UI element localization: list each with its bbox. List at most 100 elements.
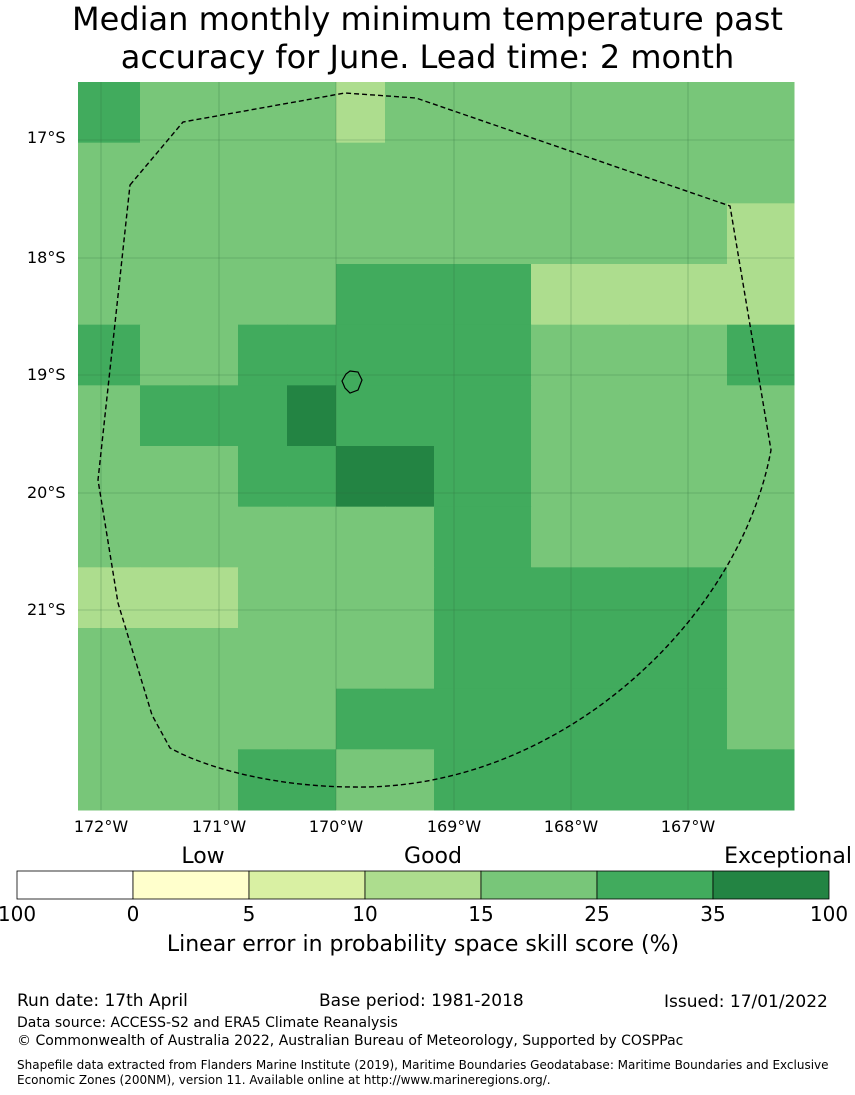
skill-cell (336, 203, 386, 265)
colorbar-title: Linear error in probability space skill … (166, 932, 680, 957)
skill-cell (336, 82, 386, 144)
skill-cell (140, 142, 190, 204)
skill-cell (287, 264, 337, 326)
lon-label-171w: 171°W (191, 817, 247, 836)
skill-cell (189, 628, 239, 690)
skill-cell (238, 385, 288, 447)
colorbar-tick: 0 (126, 902, 140, 926)
skill-cell (385, 264, 435, 326)
base-period: Base period: 1981-2018 (319, 991, 524, 1011)
skill-cell (287, 82, 337, 144)
skill-cell (189, 203, 239, 265)
map-title: Median monthly minimum temperature past … (0, 0, 855, 76)
skill-cell (140, 324, 190, 386)
skill-cell (336, 264, 386, 326)
copyright: © Commonwealth of Australia 2022, Austra… (17, 1033, 684, 1049)
skill-cell (531, 324, 630, 386)
skill-cell (336, 688, 386, 750)
skill-cell (727, 82, 795, 144)
skill-cell (238, 628, 288, 690)
skill-cell (189, 567, 239, 629)
lon-label-172w: 172°W (73, 817, 129, 836)
colorbar-tick: 100 (0, 902, 37, 926)
skill-cell (629, 142, 728, 204)
lon-label-167w: 167°W (660, 817, 716, 836)
skill-cell (385, 385, 435, 447)
skill-cell (385, 203, 435, 265)
skill-cell (336, 385, 386, 447)
colorbar-segment (132, 870, 250, 900)
skill-cell (434, 446, 532, 508)
lon-label-169w: 169°W (426, 817, 482, 836)
skill-cell (140, 264, 190, 326)
shapefile-credit: Shapefile data extracted from Flanders M… (17, 1058, 829, 1087)
skill-cell (385, 142, 435, 204)
skill-cell (629, 324, 728, 386)
skill-cell (287, 688, 337, 750)
skill-cell (385, 446, 435, 508)
skill-cell (238, 567, 288, 629)
skill-cell (287, 567, 337, 629)
skill-cell (238, 688, 288, 750)
skill-cell (434, 688, 532, 750)
skill-cell (385, 749, 435, 811)
skill-cell (238, 142, 288, 204)
skill-cell (140, 446, 190, 508)
skill-cell (78, 506, 141, 568)
skill-cell (78, 446, 141, 508)
skill-cell (385, 567, 435, 629)
skill-cell (727, 749, 795, 811)
skill-cell (189, 385, 239, 447)
skill-cell (238, 203, 288, 265)
skill-cell (287, 142, 337, 204)
skill-cell (385, 506, 435, 568)
skill-cell (189, 446, 239, 508)
skill-cell (727, 628, 795, 690)
skill-cell (629, 82, 728, 144)
skill-cell (78, 203, 141, 265)
lat-label-19s: 19°S (27, 365, 66, 384)
skill-cell (629, 203, 728, 265)
skill-cell (140, 506, 190, 568)
skill-cell (78, 264, 141, 326)
skill-cell (78, 82, 141, 144)
skill-cell (189, 264, 239, 326)
skill-cell (727, 567, 795, 629)
skill-cell (629, 506, 728, 568)
colorbar-segment (712, 870, 830, 900)
skill-cell (727, 506, 795, 568)
skill-cell (531, 628, 630, 690)
colorbar-tick: 10 (352, 902, 378, 926)
island-outline (341, 370, 363, 394)
skill-cell (727, 142, 795, 204)
skill-cell (140, 749, 190, 811)
skill-cell (727, 688, 795, 750)
skill-cell (140, 82, 190, 144)
skill-cell (434, 385, 532, 447)
skill-cell (189, 688, 239, 750)
skill-cell (287, 749, 337, 811)
skill-cell (238, 749, 288, 811)
lat-label-21s: 21°S (27, 600, 66, 619)
skill-cell (140, 628, 190, 690)
lat-label-20s: 20°S (27, 483, 66, 502)
skill-cell (336, 446, 386, 508)
lon-label-170w: 170°W (308, 817, 364, 836)
skill-cell (238, 82, 288, 144)
skill-cell (140, 203, 190, 265)
skill-cell (238, 506, 288, 568)
skill-cell (727, 446, 795, 508)
skill-cell (287, 324, 337, 386)
skill-cell (189, 749, 239, 811)
skill-cell (434, 264, 532, 326)
skill-cell (531, 385, 630, 447)
lat-label-17s: 17°S (27, 128, 66, 147)
skill-cell (336, 324, 386, 386)
skill-cell (434, 628, 532, 690)
colorbar-tick: 15 (468, 902, 494, 926)
skill-cell (140, 385, 190, 447)
skill-cell (385, 688, 435, 750)
skill-cell (140, 567, 190, 629)
skill-cell (78, 567, 141, 629)
